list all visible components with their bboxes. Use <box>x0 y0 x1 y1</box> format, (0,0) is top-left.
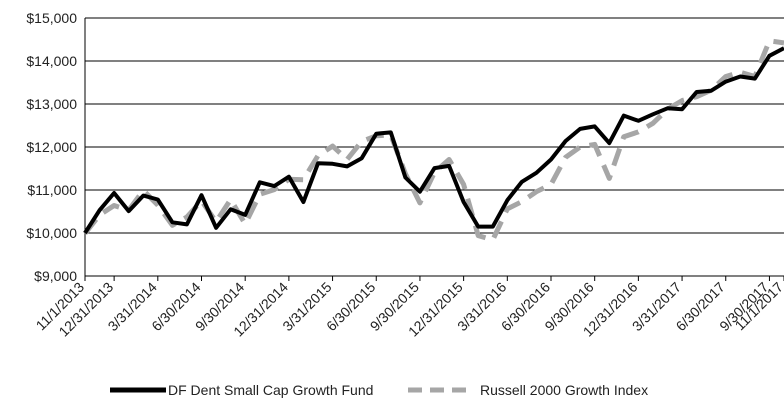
legend-label-index: Russell 2000 Growth Index <box>480 382 648 398</box>
series-line-index <box>83 38 784 243</box>
x-axis: 11/1/201312/31/20133/31/20146/30/20149/3… <box>32 276 784 340</box>
legend: DF Dent Small Cap Growth Fund Russell 20… <box>110 382 648 398</box>
y-tick-label: $9,000 <box>34 268 77 284</box>
y-tick-label: $11,000 <box>27 182 77 198</box>
gridlines <box>85 17 784 277</box>
series-line-fund <box>83 46 784 235</box>
legend-label-fund: DF Dent Small Cap Growth Fund <box>168 382 373 398</box>
y-tick-label: $10,000 <box>26 225 77 241</box>
y-tick-label: $14,000 <box>26 53 77 69</box>
y-axis: $9,000 $10,000 $11,000 $12,000 $13,000 $14,00… <box>26 10 86 284</box>
series-lines <box>83 38 784 243</box>
y-tick-label: $12,000 <box>26 139 77 155</box>
y-tick-label: $13,000 <box>26 96 77 112</box>
y-tick-label: $15,000 <box>26 10 77 26</box>
